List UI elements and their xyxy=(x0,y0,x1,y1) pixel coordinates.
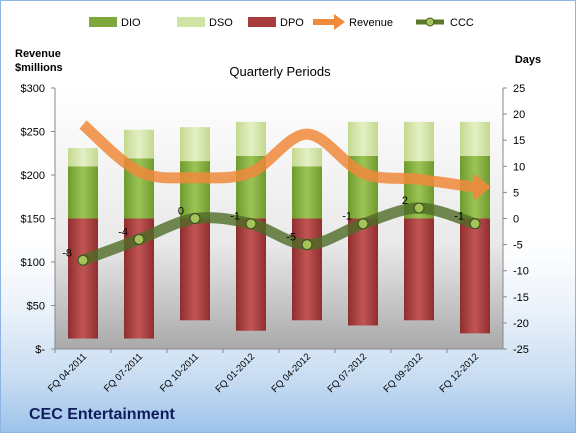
left-tick-label: $- xyxy=(35,344,45,356)
ccc-data-label: -1 xyxy=(230,211,240,223)
bar-dio xyxy=(68,166,98,219)
bar-dso xyxy=(292,148,322,167)
right-tick-label: 5 xyxy=(513,187,519,199)
x-tick-label: FQ 04-2011 xyxy=(46,351,89,394)
right-tick-label: -25 xyxy=(513,344,529,356)
right-tick-label: 15 xyxy=(513,135,525,147)
ccc-point xyxy=(77,254,89,266)
bar-dpo xyxy=(404,218,434,321)
right-tick-label: 25 xyxy=(513,83,525,95)
bar-dpo xyxy=(180,218,210,321)
ccc-data-label: -4 xyxy=(118,226,128,238)
left-tick-label: $300 xyxy=(21,83,45,95)
x-tick-label: FQ 12-2012 xyxy=(437,351,481,395)
left-tick-label: $250 xyxy=(21,127,45,139)
plot-area xyxy=(55,88,503,349)
ccc-point xyxy=(301,239,313,251)
bar-dpo xyxy=(236,218,266,331)
right-tick-label: -15 xyxy=(513,292,529,304)
x-tick-label: FQ 01-2012 xyxy=(213,351,257,395)
bar-dpo xyxy=(68,218,98,339)
ccc-point xyxy=(413,202,425,214)
bar-dso xyxy=(180,127,210,162)
ccc-data-label: -5 xyxy=(286,232,296,244)
chart-title: Quarterly Periods xyxy=(229,64,331,79)
bar-dio xyxy=(180,161,210,219)
right-tick-label: -20 xyxy=(513,318,529,330)
bar-dso xyxy=(404,121,434,162)
bar-dso xyxy=(124,129,154,159)
left-axis-title-line1: Revenue xyxy=(15,48,61,60)
left-tick-label: $200 xyxy=(21,170,45,182)
legend-swatch xyxy=(248,17,276,27)
ccc-point xyxy=(357,218,369,230)
legend-arrowhead xyxy=(334,14,345,30)
bar-dso xyxy=(460,121,490,156)
company-name: CEC Entertainment xyxy=(29,406,175,423)
left-tick-label: $150 xyxy=(21,214,45,226)
right-tick-label: 0 xyxy=(513,214,519,226)
left-tick-label: $100 xyxy=(21,257,45,269)
legend-label: CCC xyxy=(450,17,474,29)
right-axis-title: Days xyxy=(515,54,541,66)
x-tick-label: FQ 04-2012 xyxy=(269,351,313,395)
ccc-point xyxy=(469,218,481,230)
bar-dpo xyxy=(348,218,378,326)
right-tick-label: 10 xyxy=(513,161,525,173)
bar-dso xyxy=(68,148,98,167)
bar-dpo xyxy=(460,218,490,334)
ccc-point xyxy=(133,233,145,245)
bar-dso xyxy=(348,121,378,156)
left-axis-title-line2: $millions xyxy=(15,62,63,74)
ccc-data-label: -1 xyxy=(342,211,352,223)
right-tick-label: -5 xyxy=(513,240,523,252)
x-tick-label: FQ 07-2012 xyxy=(325,351,369,395)
legend-label: DSO xyxy=(209,17,233,29)
bar-dso xyxy=(236,121,266,156)
left-tick-label: $50 xyxy=(27,301,45,313)
x-tick-label: FQ 07-2011 xyxy=(102,351,145,394)
legend-label: Revenue xyxy=(349,17,393,29)
legend-swatch xyxy=(177,17,205,27)
ccc-point xyxy=(189,212,201,225)
right-tick-label: 20 xyxy=(513,109,525,121)
x-tick-label: FQ 10-2011 xyxy=(158,351,201,394)
revenue-arrowhead xyxy=(473,173,491,202)
ccc-data-label: -1 xyxy=(454,211,464,223)
revenue-line xyxy=(79,120,476,193)
legend-label: DPO xyxy=(280,17,304,29)
legend-marker xyxy=(425,17,435,27)
right-tick-label: -10 xyxy=(513,266,529,278)
bar-dpo xyxy=(292,218,322,321)
ccc-data-label: 0 xyxy=(178,206,184,218)
x-tick-label: FQ 09-2012 xyxy=(381,351,425,395)
legend-label: DIO xyxy=(121,17,141,29)
ccc-data-label: -8 xyxy=(62,247,72,259)
ccc-data-label: 2 xyxy=(402,195,408,207)
bar-dio xyxy=(292,166,322,219)
legend-swatch xyxy=(89,17,117,27)
ccc-point xyxy=(245,218,257,230)
